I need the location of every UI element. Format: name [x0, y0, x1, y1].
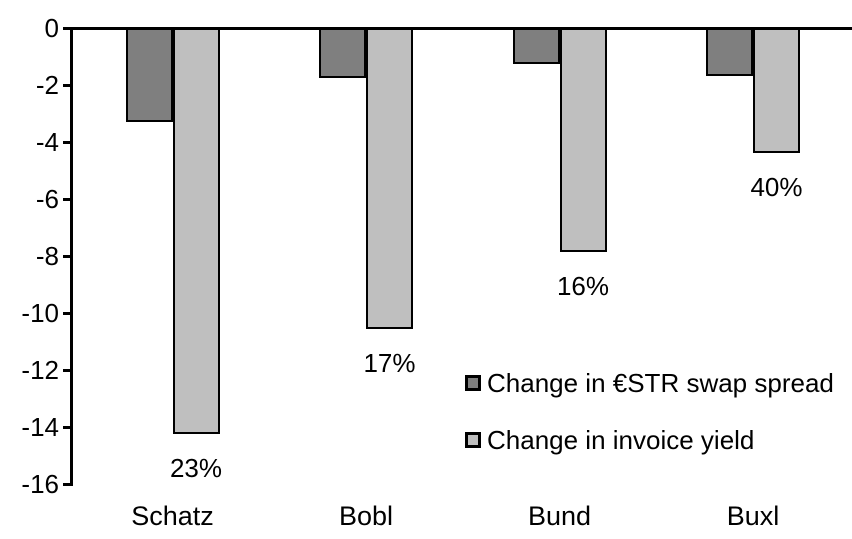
- y-axis-tick-label: -2: [35, 70, 59, 100]
- y-axis-tick: [63, 140, 73, 144]
- legend-label-swap-spread: Change in €STR swap spread: [487, 368, 834, 398]
- chart-legend: Change in €STR swap spread Change in inv…: [465, 369, 834, 483]
- y-axis-tick-label: -10: [21, 298, 59, 328]
- y-axis-tick: [63, 425, 73, 429]
- y-axis-tick-label: -12: [21, 355, 59, 385]
- y-axis-tick-label: -6: [35, 184, 59, 214]
- legend-swatch-invoice-yield: [465, 432, 481, 448]
- x-axis-label-buxl: Buxl: [726, 501, 780, 531]
- y-axis-tick: [63, 197, 73, 201]
- x-axis-label-bobl: Bobl: [338, 501, 394, 531]
- legend-label-invoice-yield: Change in invoice yield: [487, 425, 755, 455]
- y-axis-tick: [63, 482, 73, 486]
- bar-swap-spread-bobl: [319, 28, 366, 78]
- y-axis-tick-label: -4: [35, 127, 59, 157]
- bar-invoice-yield-bund: [559, 28, 607, 252]
- y-axis-tick-label: -16: [21, 469, 59, 499]
- y-axis-tick: [63, 368, 73, 372]
- bar-swap-spread-buxl: [706, 28, 753, 77]
- zero-line: [63, 26, 852, 30]
- y-axis-tick: [63, 311, 73, 315]
- y-axis-tick: [63, 254, 73, 258]
- bar-value-label-buxl: 40%: [750, 172, 803, 203]
- legend-item-swap-spread: Change in €STR swap spread: [465, 369, 834, 397]
- legend-swatch-swap-spread: [465, 375, 481, 391]
- bar-swap-spread-schatz: [125, 28, 173, 123]
- bar-invoice-yield-buxl: [753, 28, 800, 154]
- bar-swap-spread-bund: [512, 28, 560, 64]
- y-axis-tick-label: -14: [21, 412, 59, 442]
- bar-value-label-schatz: 23%: [169, 453, 223, 484]
- x-axis-label-bund: Bund: [527, 501, 592, 531]
- bar-value-label-bobl: 17%: [363, 347, 416, 378]
- bar-value-label-bund: 16%: [556, 270, 610, 301]
- bar-invoice-yield-schatz: [172, 28, 220, 435]
- bar-invoice-yield-bobl: [366, 28, 413, 329]
- y-axis-tick-label: -8: [35, 241, 59, 271]
- x-axis-label-schatz: Schatz: [131, 501, 214, 531]
- legend-item-invoice-yield: Change in invoice yield: [465, 426, 834, 454]
- y-axis-tick: [63, 83, 73, 87]
- y-axis-tick-label: 0: [44, 13, 59, 43]
